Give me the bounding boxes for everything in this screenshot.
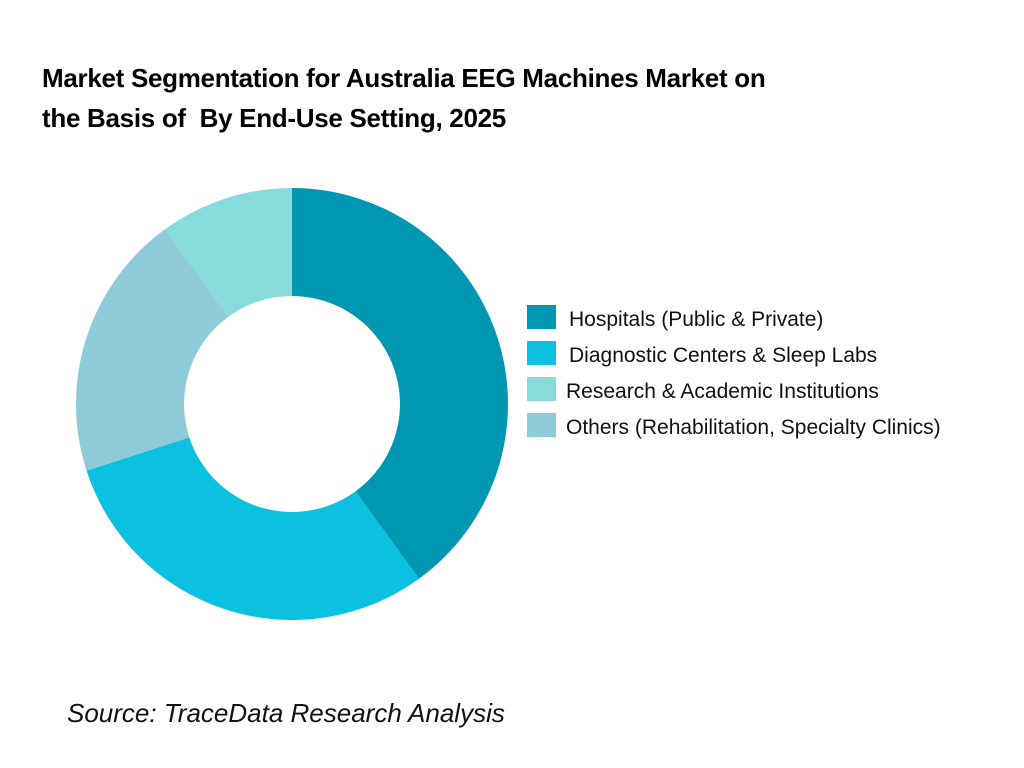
chart-title-line-2: the Basis of By End-Use Setting, 2025 [42, 103, 506, 133]
legend-label: Diagnostic Centers & Sleep Labs [569, 344, 878, 367]
legend-label: Research & Academic Institutions [566, 380, 879, 403]
chart-title-line-1: Market Segmentation for Australia EEG Ma… [42, 63, 766, 93]
legend-swatch-others [527, 413, 556, 437]
source-note: Source: TraceData Research Analysis [67, 698, 505, 728]
legend-label: Others (Rehabilitation, Specialty Clinic… [566, 416, 941, 439]
legend-swatch-hospitals [527, 305, 556, 329]
donut-slice-others-rehabilitation-specialty-clinics [76, 229, 229, 471]
legend-label: Hospitals (Public & Private) [569, 308, 824, 331]
chart-title: Market Segmentation for Australia EEG Ma… [42, 58, 942, 138]
legend-swatch-diagnostic-centers [527, 341, 556, 365]
donut-slice-diagnostic-centers-sleep-labs [86, 437, 419, 620]
donut-slice-hospitals-public-private [292, 188, 508, 579]
legend-swatch-research [527, 377, 556, 401]
donut-slice-research-academic-institutions [165, 188, 292, 317]
